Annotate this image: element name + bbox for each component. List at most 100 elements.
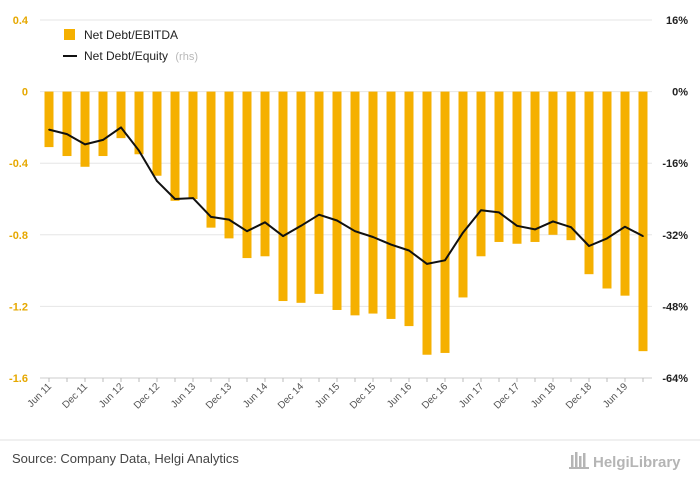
brand-logo: HelgiLibrary [569,452,681,471]
bar-net-debt-ebitda [98,91,108,157]
bar-net-debt-ebitda [494,91,504,242]
bar-net-debt-ebitda [152,91,162,176]
y-left-tick-label: -0.4 [9,158,29,170]
x-tick-label: Dec 12 [132,381,162,411]
x-tick-label: Jun 13 [169,381,198,410]
x-tick-label: Jun 14 [241,381,270,410]
bar-net-debt-ebitda [530,91,540,242]
line-point-net-debt-equity [570,226,572,228]
bar-net-debt-ebitda [206,91,216,228]
source-text: Source: Company Data, Helgi Analytics [12,451,239,466]
legend: Net Debt/EBITDA Net Debt/Equity (rhs) [63,28,198,63]
line-point-net-debt-equity [48,128,50,131]
bar-net-debt-ebitda [512,91,522,244]
bar-net-debt-ebitda [44,91,54,148]
line-point-net-debt-equity [624,225,626,228]
y-right-tick-label: 16% [666,15,688,27]
x-tick-label: Dec 13 [204,381,234,411]
line-point-net-debt-equity [300,225,302,227]
brand-text: HelgiLibrary [593,454,681,471]
y-right-tick-label: -64% [662,373,688,385]
x-tick-label: Jun 17 [457,381,486,410]
bar-net-debt-ebitda [350,91,360,316]
y-left-tick-label: -1.6 [9,373,28,385]
bar-net-debt-ebitda [422,91,432,355]
bar-net-debt-ebitda [62,91,72,157]
legend-line-label: Net Debt/Equity [84,49,168,63]
x-tick-label: Dec 18 [564,381,594,411]
x-tick-label: Jun 11 [26,381,55,410]
legend-line-text: Net Debt/Equity (rhs) [84,49,198,63]
x-tick-label: Jun 16 [385,381,414,410]
bar-net-debt-ebitda [332,91,342,310]
line-point-net-debt-equity [138,149,140,152]
line-point-net-debt-equity [516,225,518,227]
bar-net-debt-ebitda [440,91,450,353]
bar-net-debt-ebitda [170,91,180,201]
bar-net-debt-ebitda [638,91,648,352]
y-right-tick-label: 0% [672,87,688,99]
line-point-net-debt-equity [84,143,86,146]
bar-net-debt-ebitda [260,91,270,257]
grid-layer [40,19,652,379]
x-tick-label: Jun 15 [313,381,342,410]
line-point-net-debt-equity [264,221,266,224]
bar-net-debt-ebitda [602,91,612,289]
bar-net-debt-ebitda [620,91,630,296]
bar-net-debt-ebitda [386,91,396,319]
bar-net-debt-ebitda [188,91,198,199]
bar-net-debt-ebitda [566,91,576,241]
line-point-net-debt-equity [174,198,176,200]
bar-net-debt-ebitda [278,91,288,302]
line-point-net-debt-equity [480,209,482,211]
bar-net-debt-ebitda [476,91,486,257]
legend-bar-swatch [64,29,75,40]
x-tick-label: Jun 12 [97,381,126,410]
bar-net-debt-ebitda [458,91,468,298]
line-point-net-debt-equity [606,237,608,240]
line-point-net-debt-equity [66,133,68,135]
line-point-net-debt-equity [426,263,428,265]
legend-line-note: (rhs) [175,51,198,63]
bar-net-debt-ebitda [134,91,144,155]
line-net-debt-equity [48,126,644,265]
x-tick-label: Dec 16 [420,381,450,411]
x-tick-label: Dec 17 [492,381,522,411]
line-point-net-debt-equity [534,228,536,231]
bar-net-debt-ebitda [116,91,126,139]
line-point-net-debt-equity [120,126,122,129]
bar-net-debt-ebitda [404,91,414,327]
bar-net-debt-ebitda [296,91,306,303]
line-point-net-debt-equity [336,219,338,222]
line-point-net-debt-equity [102,139,104,141]
line-point-net-debt-equity [408,249,410,252]
line-point-net-debt-equity [354,230,356,233]
x-tick-label: Jun 18 [529,381,558,410]
line-point-net-debt-equity [318,213,320,216]
line-point-net-debt-equity [498,211,500,214]
line-point-net-debt-equity [228,218,230,221]
y-right-tick-label: -32% [662,230,688,242]
line-point-net-debt-equity [588,245,590,247]
x-tick-label: Dec 15 [348,381,378,411]
line-point-net-debt-equity [552,220,554,223]
bar-net-debt-ebitda [242,91,252,259]
y-left-tick-label: 0.4 [13,15,29,27]
legend-bar-label: Net Debt/EBITDA [84,28,178,42]
line-point-net-debt-equity [246,230,248,233]
bar-net-debt-ebitda [314,91,324,294]
line-point-net-debt-equity [642,235,644,237]
line-point-net-debt-equity [210,216,212,218]
y-left-tick-label: -1.2 [9,301,28,313]
line-point-net-debt-equity [156,180,158,182]
line-point-net-debt-equity [390,243,392,246]
x-tick-label: Jun 19 [601,381,630,410]
line-point-net-debt-equity [462,231,464,234]
line-point-net-debt-equity [282,235,284,237]
y-left-tick-label: -0.8 [9,230,28,242]
x-tick-label: Dec 14 [276,381,306,411]
line-point-net-debt-equity [192,197,194,199]
bar-net-debt-ebitda [224,91,234,239]
